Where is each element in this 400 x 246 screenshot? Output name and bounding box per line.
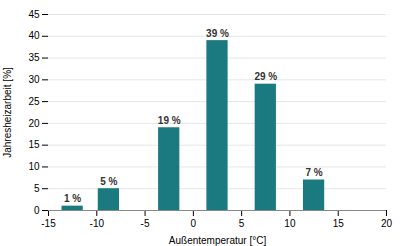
svg-text:5: 5 xyxy=(239,218,245,229)
svg-text:39 %: 39 % xyxy=(206,28,229,39)
svg-text:-5: -5 xyxy=(141,218,150,229)
svg-text:-10: -10 xyxy=(90,218,105,229)
svg-text:Außentemperatur [°C]: Außentemperatur [°C] xyxy=(169,235,267,246)
svg-text:19 %: 19 % xyxy=(158,115,181,126)
svg-text:10: 10 xyxy=(284,218,296,229)
svg-text:7 %: 7 % xyxy=(305,167,322,178)
svg-text:45: 45 xyxy=(28,9,40,20)
svg-text:20: 20 xyxy=(28,118,40,129)
svg-text:15: 15 xyxy=(333,218,345,229)
svg-text:35: 35 xyxy=(28,52,40,63)
svg-text:Jahresheizarbeit [%]: Jahresheizarbeit [%] xyxy=(2,67,13,158)
svg-text:-15: -15 xyxy=(41,218,56,229)
svg-text:0: 0 xyxy=(191,218,197,229)
svg-text:0: 0 xyxy=(34,205,40,216)
svg-text:30: 30 xyxy=(28,74,40,85)
svg-text:10: 10 xyxy=(28,161,40,172)
svg-text:5: 5 xyxy=(34,183,40,194)
svg-text:40: 40 xyxy=(28,30,40,41)
svg-text:20: 20 xyxy=(381,218,393,229)
svg-text:1 %: 1 % xyxy=(64,193,81,204)
svg-text:15: 15 xyxy=(28,139,40,150)
svg-text:29 %: 29 % xyxy=(254,71,277,82)
svg-text:25: 25 xyxy=(28,96,40,107)
svg-text:5 %: 5 % xyxy=(100,176,117,187)
